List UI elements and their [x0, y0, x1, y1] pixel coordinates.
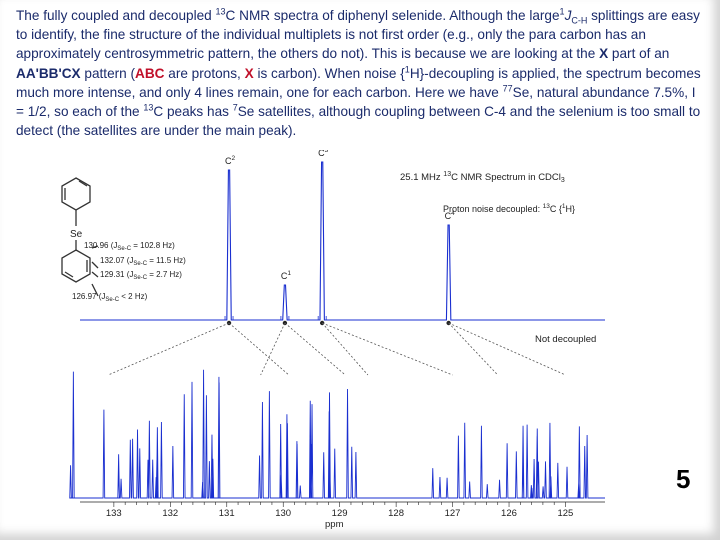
axis-tick-label: 129 — [332, 508, 348, 519]
peak-label-c2: C2 — [225, 155, 236, 166]
shift-list: 130.96 (JSe-C = 102.8 Hz) 132.07 (JSe-C … — [72, 241, 186, 303]
ppm-axis: 133 132 131 130 129 128 127 126 125 — [80, 501, 605, 519]
coupled-trace — [69, 369, 605, 499]
peak-label-c3: C3 — [318, 150, 329, 158]
peak-label-c1: C1 — [281, 270, 292, 281]
peak-label-c4: C4 — [445, 210, 456, 221]
phenyl-ring-bottom — [61, 249, 91, 283]
axis-label: ppm — [325, 519, 344, 530]
axis-tick-label: 132 — [162, 508, 178, 519]
nmr-figure: Se 130.96 (JSe-C = 102.8 Hz) 132.07 (JSe… — [61, 150, 605, 530]
correlation-lines — [108, 322, 566, 376]
slide-number: 5 — [676, 464, 691, 494]
diphenyl-selenide-structure — [61, 177, 99, 297]
shift-entry: 126.97 (JSe-C < 2 Hz) — [72, 292, 148, 303]
not-decoupled-label: Not decoupled — [535, 334, 596, 345]
shift-entry: 129.31 (JSe-C = 2.7 Hz) — [100, 270, 182, 281]
decoupled-trace — [80, 161, 605, 321]
correlation-line — [228, 322, 290, 376]
axis-tick-label: 127 — [445, 508, 461, 519]
description-paragraph: The fully coupled and decoupled 13C NMR … — [16, 6, 701, 139]
correlation-line — [108, 322, 230, 376]
correlation-line — [284, 322, 346, 376]
axis-tick-label: 133 — [106, 508, 122, 519]
selenium-label: Se — [70, 229, 83, 240]
axis-tick-label: 126 — [501, 508, 517, 519]
axis-tick-label: 128 — [388, 508, 404, 519]
correlation-line — [322, 322, 453, 376]
shift-entry: 132.07 (JSe-C = 11.5 Hz) — [100, 256, 186, 267]
correlation-line — [260, 322, 286, 376]
spectrum-title: 25.1 MHz 13C NMR Spectrum in CDCl3 — [400, 171, 565, 184]
axis-tick-label: 130 — [275, 508, 291, 519]
coupled-spectrum — [69, 369, 605, 499]
correlation-line — [321, 322, 369, 376]
axis-tick-label: 125 — [557, 508, 573, 519]
correlation-line — [448, 322, 499, 376]
shift-entry: 130.96 (JSe-C = 102.8 Hz) — [84, 241, 175, 252]
correlation-line — [448, 322, 566, 376]
decoupled-label: Proton noise decoupled: 13C {1H} — [443, 203, 575, 214]
axis-tick-label: 131 — [219, 508, 235, 519]
phenyl-ring-top — [61, 177, 91, 211]
